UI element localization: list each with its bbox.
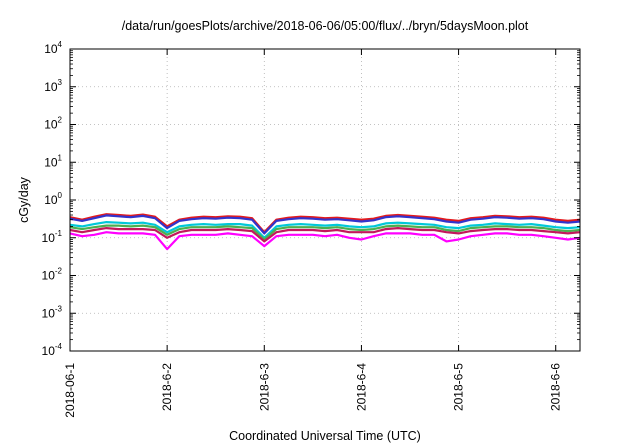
x-tick-label: 2018-6-6 (549, 363, 563, 411)
x-tick-label: 2018-6-5 (452, 363, 466, 411)
x-axis-label: Coordinated Universal Time (UTC) (229, 429, 421, 443)
y-tick-label: 101 (44, 153, 62, 169)
series-line-2 (69, 214, 581, 235)
data-series (69, 213, 581, 251)
series-line-1 (69, 213, 581, 234)
axis-ticks: 104 103 102 101 100 10-1 10-2 10-3 10-42018-06-1… (42, 40, 580, 418)
y-tick-label: 10-4 (42, 342, 63, 358)
y-tick-label: 104 (44, 40, 62, 56)
y-tick-label: 10-3 (42, 304, 63, 320)
chart-title: /data/run/goesPlots/archive/2018-06-06/0… (121, 19, 529, 33)
x-tick-label: 2018-06-1 (63, 363, 77, 418)
series-line-4 (69, 224, 581, 241)
x-tick-label: 2018-6-3 (257, 363, 271, 411)
y-tick-label: 10-1 (42, 229, 63, 245)
series-line-6 (69, 231, 581, 251)
grid (70, 49, 580, 351)
x-tick-label: 2018-6-2 (160, 363, 174, 411)
y-tick-label: 103 (44, 78, 62, 94)
y-tick-label: 102 (44, 116, 62, 132)
y-tick-label: 100 (44, 191, 62, 207)
x-tick-label: 2018-6-4 (354, 363, 368, 411)
y-tick-label: 10-2 (42, 267, 63, 283)
series-line-3 (69, 221, 581, 239)
series-line-5 (69, 227, 581, 243)
